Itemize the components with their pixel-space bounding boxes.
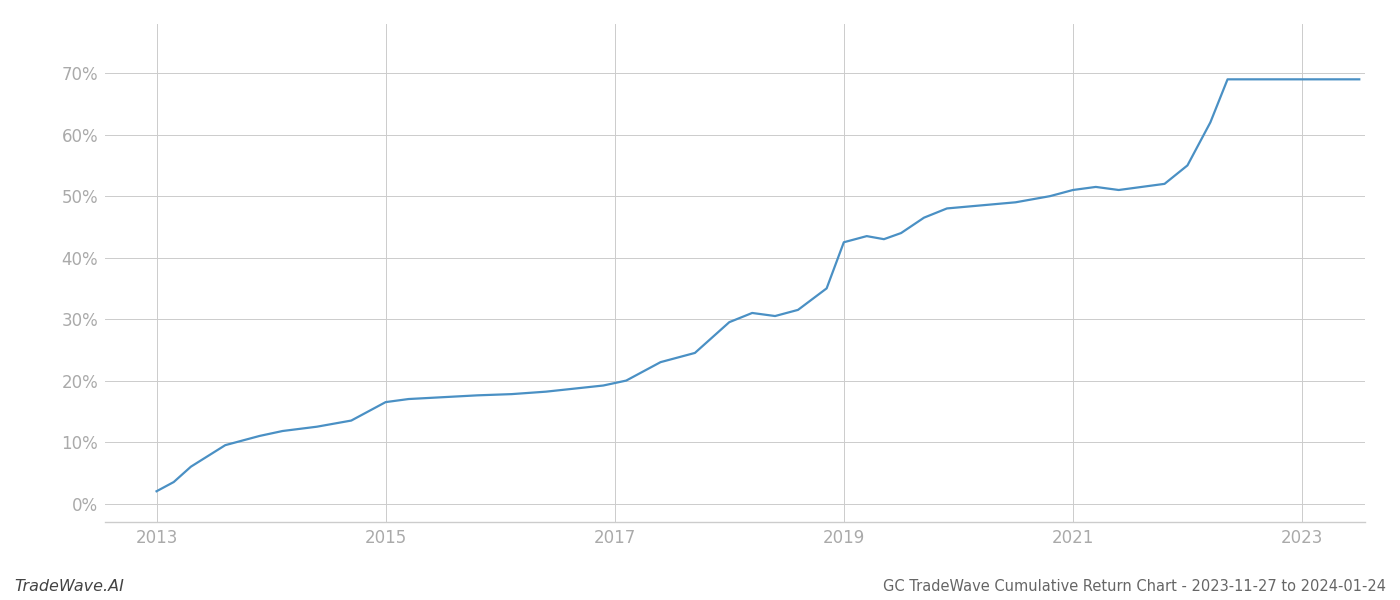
Text: TradeWave.AI: TradeWave.AI	[14, 579, 123, 594]
Text: GC TradeWave Cumulative Return Chart - 2023-11-27 to 2024-01-24: GC TradeWave Cumulative Return Chart - 2…	[883, 579, 1386, 594]
